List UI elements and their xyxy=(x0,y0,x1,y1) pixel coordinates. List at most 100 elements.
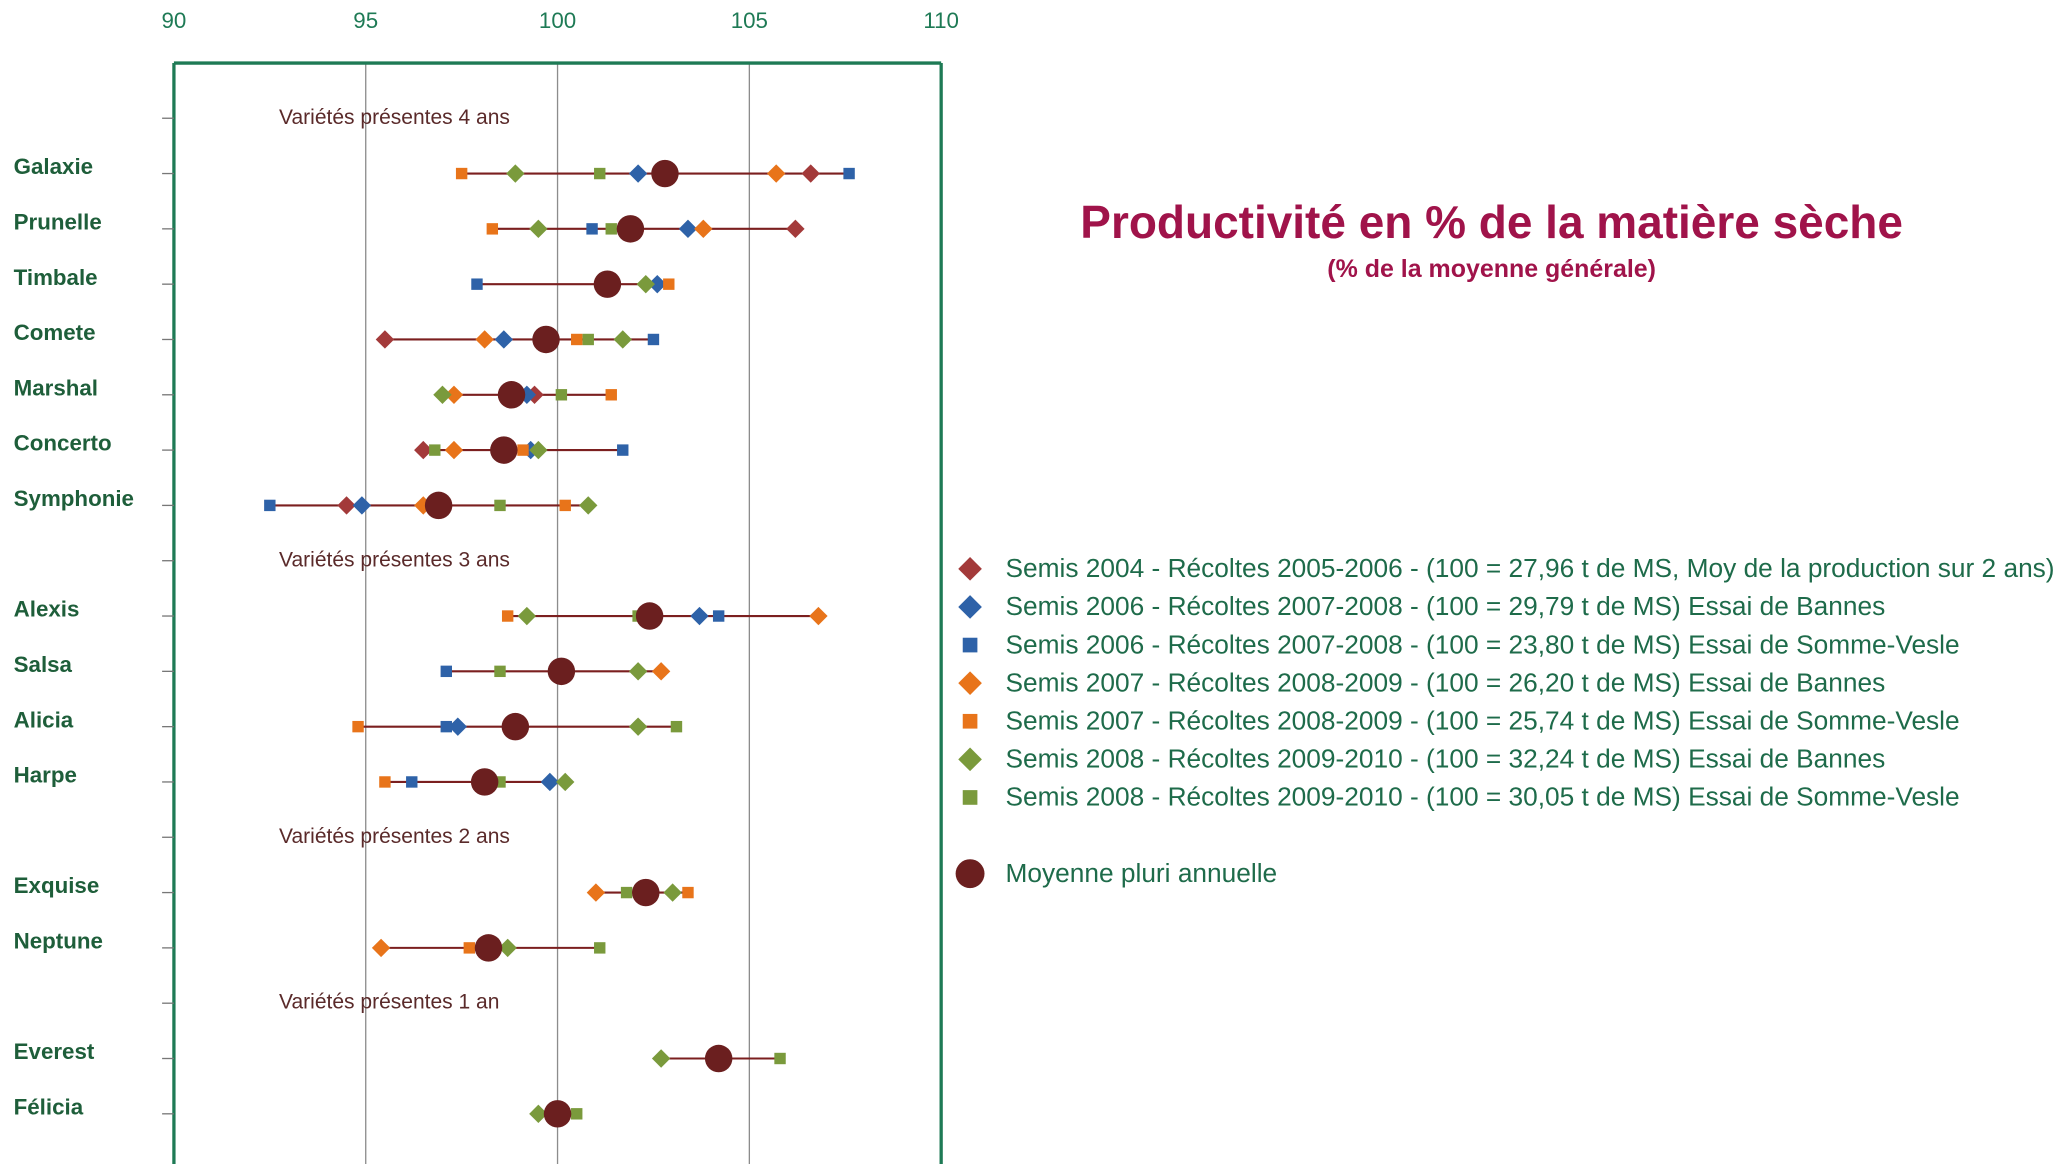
group-annotation: Variétés présentes 3 ans xyxy=(279,548,510,571)
category-label: Galaxie xyxy=(14,154,93,179)
data-point xyxy=(586,223,598,235)
legend-marker xyxy=(958,595,982,619)
data-point xyxy=(470,768,499,796)
legend-marker xyxy=(958,557,982,581)
category-label: Alicia xyxy=(14,707,74,732)
data-point xyxy=(475,330,494,349)
data-point xyxy=(264,499,276,512)
data-point xyxy=(529,219,548,239)
legend-label: Semis 2007 - Récoltes 2008-2009 - (100 =… xyxy=(1006,706,1960,736)
data-point xyxy=(586,883,606,902)
data-point xyxy=(843,167,855,180)
x-tick-label: 105 xyxy=(731,8,768,33)
legend-marker xyxy=(958,671,982,695)
data-point xyxy=(448,717,467,736)
series xyxy=(424,159,733,1128)
data-point xyxy=(497,381,526,409)
data-point xyxy=(613,330,632,349)
data-point xyxy=(494,776,506,788)
data-point xyxy=(593,270,622,298)
data-point xyxy=(375,330,395,349)
data-point xyxy=(801,164,820,183)
data-point xyxy=(517,606,537,626)
data-point xyxy=(532,325,560,354)
category-label: Symphonie xyxy=(14,486,134,511)
data-point xyxy=(605,389,617,401)
legend-marker xyxy=(958,747,982,772)
data-point xyxy=(682,886,694,899)
data-point xyxy=(594,942,606,954)
data-point xyxy=(406,776,418,788)
data-point xyxy=(678,219,698,239)
data-point xyxy=(337,496,356,515)
data-point xyxy=(352,720,364,733)
data-point xyxy=(501,610,514,622)
data-point xyxy=(670,720,683,733)
data-point xyxy=(444,385,464,404)
group-annotation: Variétés présentes 1 an xyxy=(279,991,499,1014)
data-point xyxy=(529,1104,548,1124)
data-point xyxy=(433,385,452,404)
x-tick-label: 90 xyxy=(162,8,187,33)
data-point xyxy=(571,1108,583,1120)
data-point xyxy=(352,496,372,515)
data-point xyxy=(440,720,452,733)
category-label: Alexis xyxy=(14,597,80,622)
data-point xyxy=(471,278,483,290)
data-point xyxy=(616,215,645,243)
group-annotation: Variétés présentes 2 ans xyxy=(279,825,510,848)
data-point xyxy=(543,1100,572,1128)
data-point xyxy=(767,164,786,183)
legend-marker xyxy=(962,790,978,805)
data-point xyxy=(414,440,433,460)
category-label: Marshal xyxy=(14,375,98,400)
data-point xyxy=(786,219,805,239)
data-point xyxy=(547,657,576,686)
legend-marker xyxy=(955,859,985,889)
category-label: Concerto xyxy=(14,431,112,456)
category-label: Timbale xyxy=(14,265,98,290)
data-point xyxy=(694,219,713,239)
data-point xyxy=(594,167,606,180)
data-point xyxy=(651,662,671,681)
data-point xyxy=(617,444,629,456)
category-label: Comete xyxy=(14,320,96,345)
x-tick-label: 110 xyxy=(923,8,959,33)
data-point xyxy=(628,164,648,183)
legend-label: Semis 2004 - Récoltes 2005-2006 - (100 =… xyxy=(1006,553,2055,583)
data-point xyxy=(506,164,525,183)
data-point xyxy=(690,606,709,626)
data-point xyxy=(501,712,530,741)
legend-label: Semis 2007 - Récoltes 2008-2009 - (100 =… xyxy=(1006,667,1886,697)
series xyxy=(264,167,855,788)
data-point xyxy=(429,444,441,456)
data-point xyxy=(517,444,529,456)
data-point xyxy=(463,942,476,954)
data-point xyxy=(490,436,518,464)
legend-label: Semis 2008 - Récoltes 2009-2010 - (100 =… xyxy=(1006,744,1886,774)
data-point xyxy=(486,223,499,235)
data-point xyxy=(556,772,575,792)
x-tick-label: 95 xyxy=(353,8,378,33)
data-point xyxy=(474,934,503,962)
data-point xyxy=(444,440,464,460)
x-tick-label: 100 xyxy=(539,8,576,33)
series xyxy=(352,167,694,954)
series xyxy=(352,164,709,792)
data-point xyxy=(424,491,453,520)
data-point xyxy=(559,499,571,512)
data-point xyxy=(628,717,648,736)
category-label: Félicia xyxy=(14,1094,84,1119)
legend-marker xyxy=(962,637,978,653)
data-point xyxy=(494,665,506,678)
series xyxy=(429,167,786,1120)
data-point xyxy=(620,886,633,899)
data-point xyxy=(379,776,391,788)
category-label: Prunelle xyxy=(14,210,102,235)
data-point xyxy=(663,278,675,290)
data-point xyxy=(647,333,660,346)
chart-subtitle: (% de la moyenne générale) xyxy=(1327,255,1656,283)
data-point xyxy=(704,1044,733,1073)
